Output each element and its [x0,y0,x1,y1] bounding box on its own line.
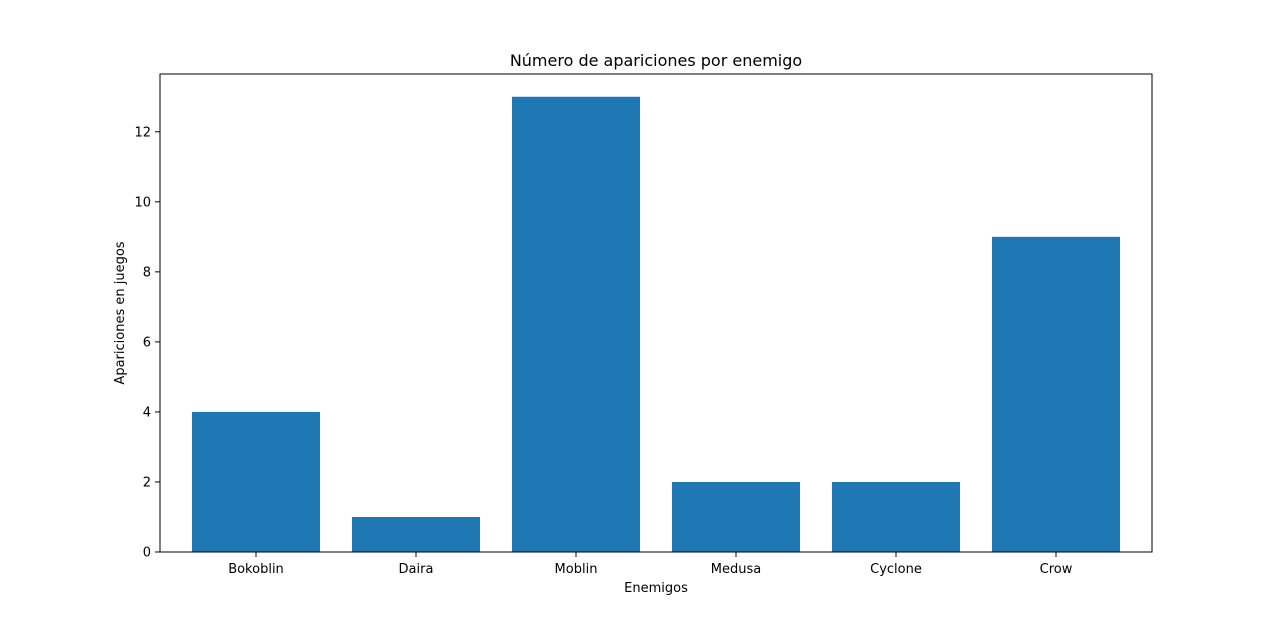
x-tick-label: Daira [399,562,434,577]
x-axis-ticks: Bokoblin Daira Moblin Medusa Cyclone Crow [228,552,1073,577]
x-axis-label: Enemigos [624,581,688,596]
y-axis-ticks: 0 2 4 6 8 10 12 [134,125,160,561]
x-tick-label: Medusa [711,562,761,577]
bars-group [192,96,1120,553]
x-tick-label: Crow [1040,562,1073,577]
x-tick-label: Moblin [555,562,598,577]
bar-bokoblin [192,411,320,552]
bar-moblin [512,96,640,552]
bar-medusa [672,481,800,552]
bar-cyclone [832,481,960,552]
bar-daira [352,516,480,552]
y-tick-label: 10 [134,195,151,210]
y-tick-label: 12 [134,125,151,140]
y-tick-label: 2 [143,475,151,490]
y-tick-label: 8 [143,265,151,280]
y-axis-label: Apariciones en juegos [113,241,128,384]
y-tick-label: 6 [143,335,151,350]
bar-crow [992,236,1120,553]
y-tick-label: 0 [143,546,151,561]
chart-title: Número de apariciones por enemigo [510,51,802,70]
y-tick-label: 4 [143,405,151,420]
x-tick-label: Bokoblin [228,562,284,577]
axes-frame [159,73,1153,553]
x-tick-label: Cyclone [870,562,922,577]
